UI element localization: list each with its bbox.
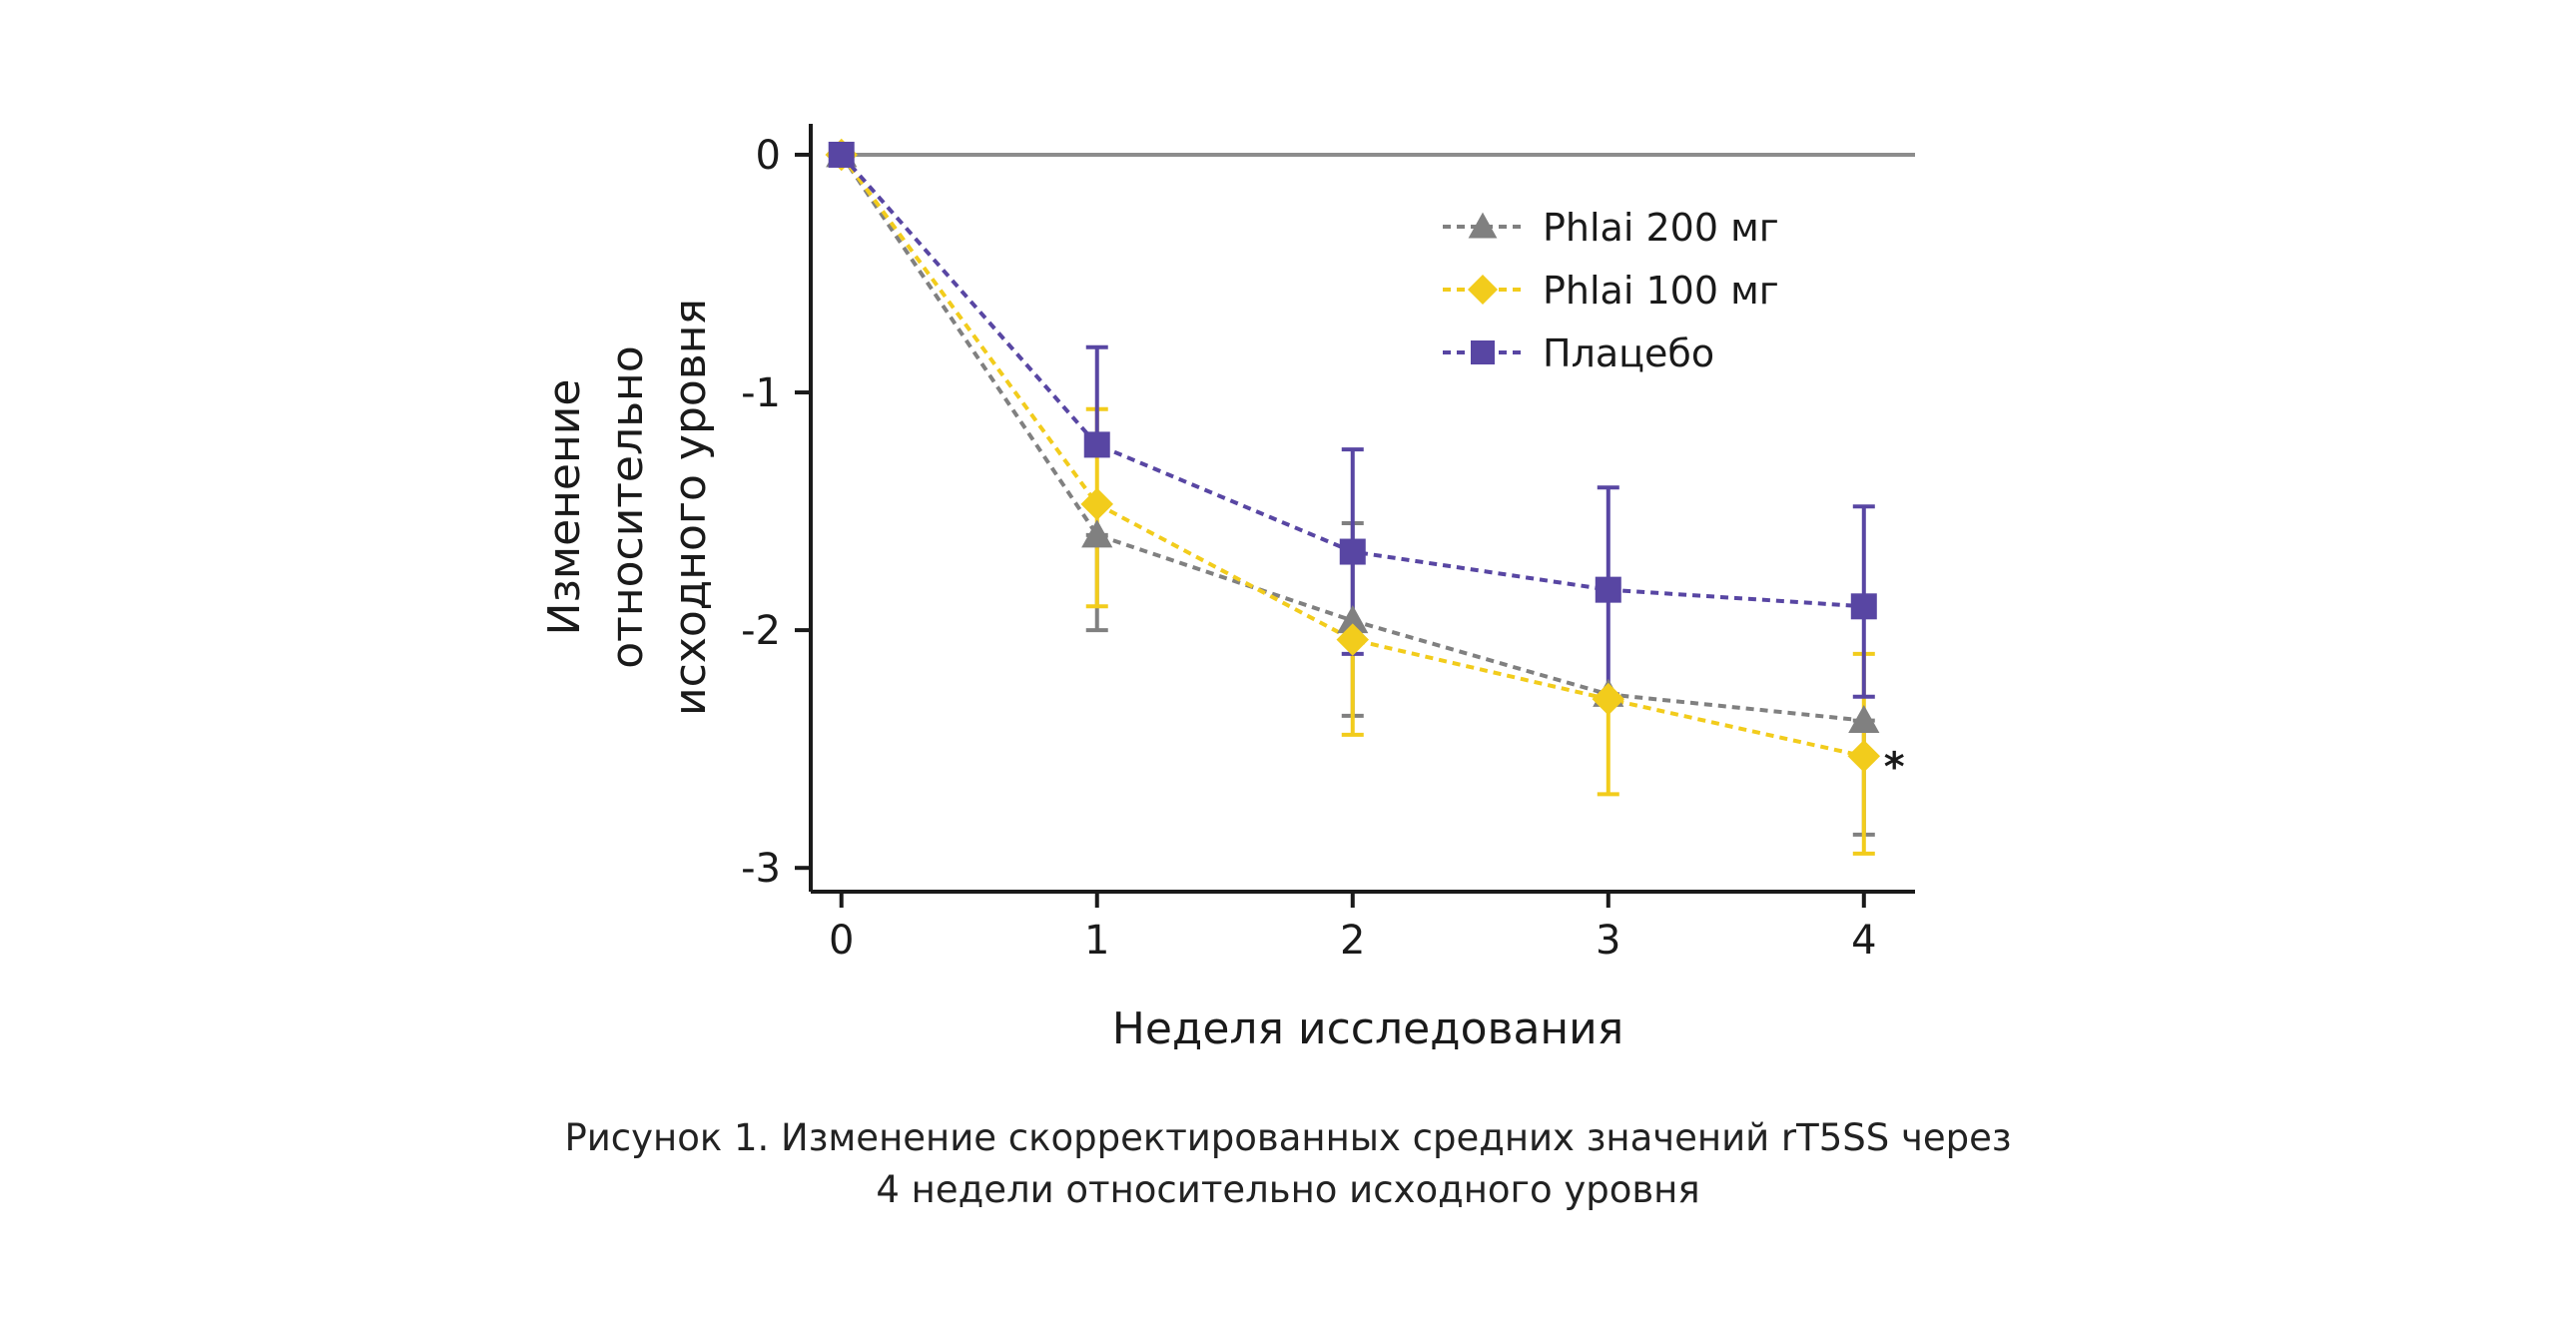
x-axis-title: Неделя исследования: [1112, 1003, 1623, 1054]
legend-marker-placebo: [1471, 340, 1495, 364]
y-axis-title-line: относительно: [602, 345, 653, 668]
y-axis-title-line: Изменение: [539, 379, 590, 636]
legend-marker-phlai-100: [1468, 275, 1498, 305]
placebo-data-point: [1595, 576, 1621, 603]
x-tick-label: 1: [1084, 918, 1109, 964]
y-tick-label: 0: [756, 133, 781, 179]
legend-label-phlai-200: Phlai 200 мг: [1543, 206, 1779, 250]
legend-marker-phlai-200: [1468, 212, 1498, 239]
y-tick-label: -1: [741, 370, 781, 416]
phlai-100-data-point: [1592, 682, 1625, 716]
phlai-100-data-point: [1336, 623, 1370, 656]
placebo-data-point: [828, 141, 855, 168]
y-tick-label: -3: [741, 846, 781, 892]
phlai-200-data-point: [1081, 519, 1113, 548]
x-tick-label: 4: [1851, 918, 1876, 964]
line-chart: 0 -1 -2 -3 0 1 2 3 4 Неделя исследования Изменение…: [539, 124, 1915, 1054]
legend-label-phlai-100: Phlai 100 мг: [1543, 269, 1779, 313]
placebo-data-point: [1083, 431, 1110, 458]
x-tick-label: 2: [1340, 918, 1365, 964]
y-tick-label: -2: [741, 608, 781, 654]
significance-asterisk: *: [1884, 744, 1905, 790]
x-tick-label: 3: [1596, 918, 1620, 964]
legend-label-placebo: Плацебо: [1543, 332, 1714, 375]
phlai-100-data-point: [1080, 487, 1113, 521]
placebo-data-point: [1339, 538, 1366, 565]
phlai-200-data-point: [1337, 604, 1369, 634]
figure-caption-line-1: Рисунок 1. Изменение скорректированных с…: [564, 1116, 2012, 1159]
phlai-100-data-point: [1847, 740, 1881, 773]
x-tick-label: 0: [829, 918, 854, 964]
figure-caption-line-2: 4 недели относительно исходного уровня: [876, 1168, 1700, 1211]
placebo-data-point: [1850, 593, 1877, 620]
y-axis-title-line: исходного уровня: [665, 299, 716, 716]
phlai-200-data-point: [1848, 704, 1880, 734]
